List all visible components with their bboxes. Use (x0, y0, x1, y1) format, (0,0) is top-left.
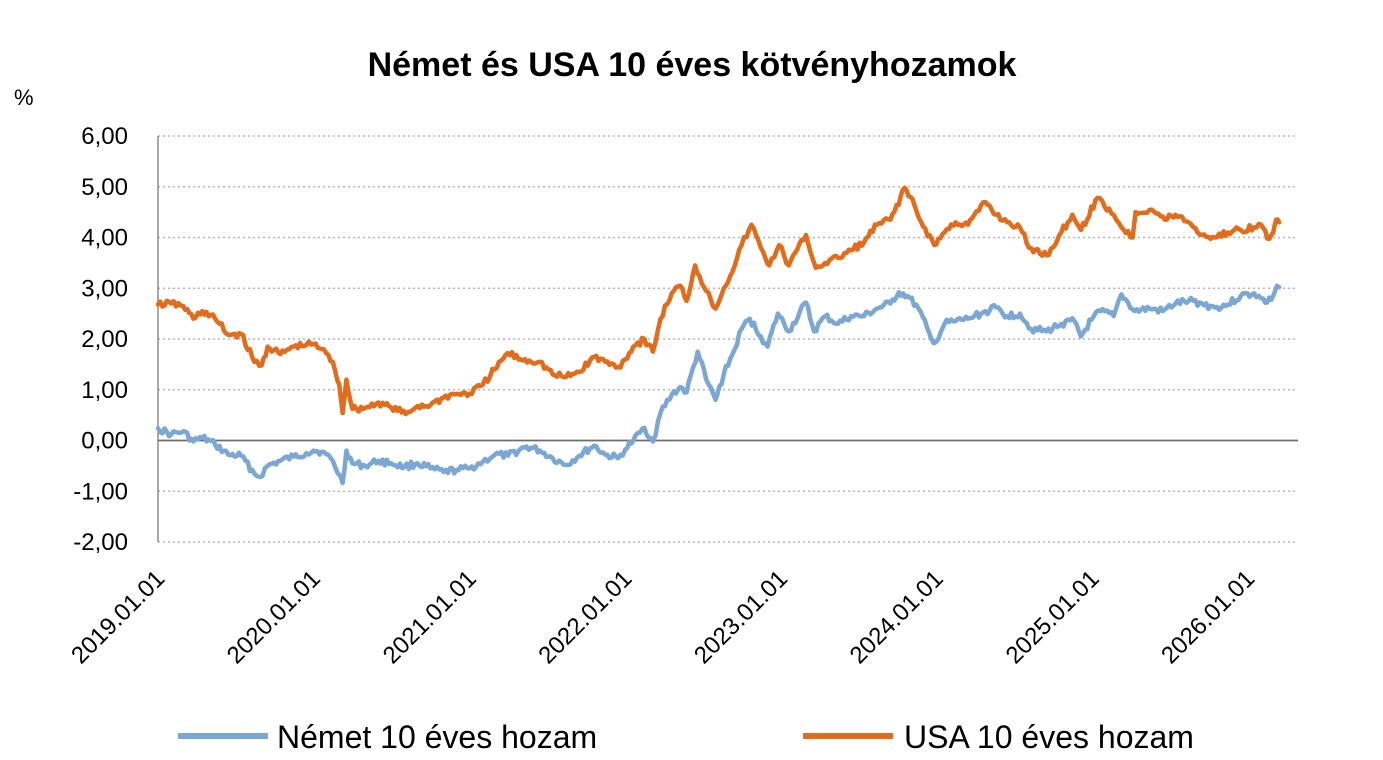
legend: Német 10 éves hozam USA 10 éves hozam (178, 719, 1194, 755)
x-tick-label: 2021.01.01 (378, 565, 482, 669)
chart-title: Német és USA 10 éves kötvényhozamok (368, 46, 1017, 84)
axes (157, 136, 1298, 542)
x-tick-label: 2024.01.01 (845, 565, 949, 669)
x-tick-label: 2025.01.01 (1001, 565, 1105, 669)
series-lines (155, 185, 1282, 486)
series-line (155, 185, 1282, 417)
y-axis-unit-label: % (14, 85, 34, 110)
gridlines (158, 135, 1298, 543)
y-tick-label: 4,00 (81, 225, 128, 252)
x-tick-label: 2020.01.01 (222, 565, 326, 669)
y-tick-label: 5,00 (81, 174, 128, 201)
y-tick-label: -2,00 (73, 529, 128, 556)
y-tick-label: 2,00 (81, 326, 128, 353)
y-tick-label: 3,00 (81, 275, 128, 302)
legend-label: USA 10 éves hozam (904, 719, 1194, 755)
x-tick-label: 2022.01.01 (533, 565, 637, 669)
y-axis-ticks: 6,00 5,00 4,00 3,00 2,00 1,00 0,00 -1,00 -2,00 (73, 123, 128, 556)
series-line (155, 283, 1282, 486)
y-tick-label: 0,00 (81, 428, 128, 455)
x-axis-ticks: 2019.01.01 2020.01.01 2021.01.01 2022.01.01… (66, 565, 1260, 669)
legend-label: Német 10 éves hozam (277, 719, 597, 755)
y-tick-label: -1,00 (73, 478, 128, 505)
x-tick-label: 2026.01.01 (1156, 565, 1260, 669)
x-tick-label: 2023.01.01 (689, 565, 793, 669)
y-tick-label: 6,00 (81, 123, 128, 150)
y-tick-label: 1,00 (81, 377, 128, 404)
x-tick-label: 2019.01.01 (66, 565, 170, 669)
